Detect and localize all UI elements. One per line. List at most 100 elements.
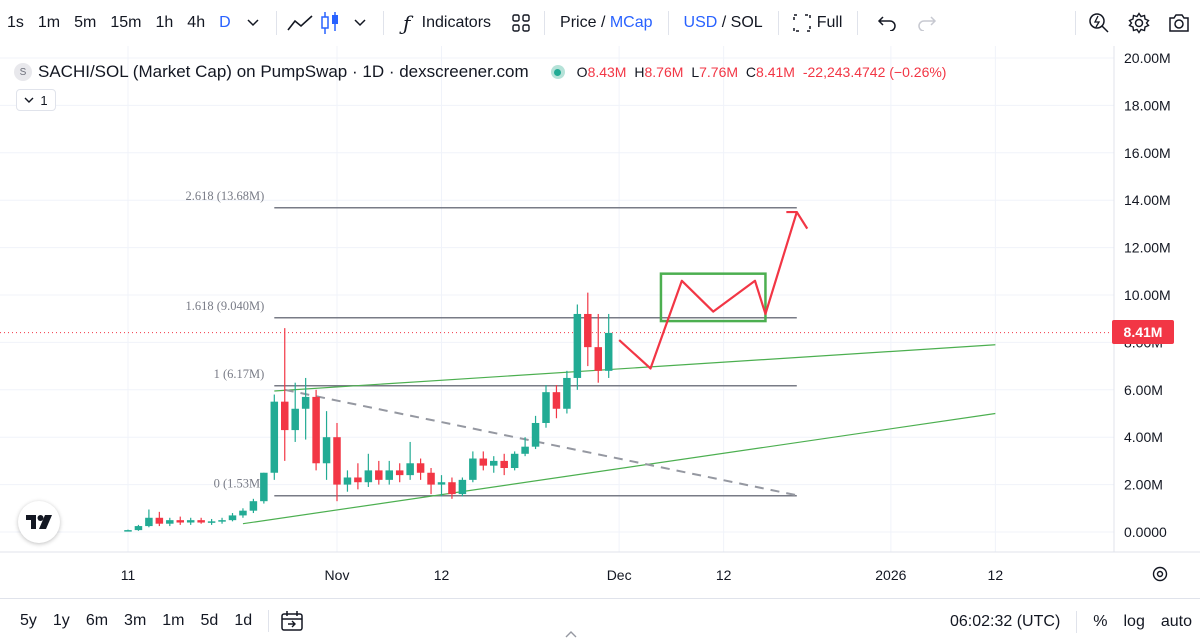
projection-arrowhead[interactable] xyxy=(786,210,809,230)
y-tick-label: 16.00M xyxy=(1124,145,1171,161)
dashed-trendline[interactable] xyxy=(284,388,798,497)
x-tick-label: 12 xyxy=(434,567,450,583)
interval-1s[interactable]: 1s xyxy=(7,14,24,31)
auto-scale-toggle[interactable]: auto xyxy=(1160,612,1192,630)
candle-body xyxy=(291,408,299,431)
high-label: H xyxy=(634,64,645,80)
redo-icon[interactable] xyxy=(912,0,942,46)
toolbar-divider xyxy=(667,11,669,35)
layout-grid-icon[interactable] xyxy=(506,0,536,46)
range-1m[interactable]: 1m xyxy=(162,612,185,629)
projection-drawing[interactable] xyxy=(618,210,809,370)
target-zone-box[interactable] xyxy=(659,272,767,323)
function-icon[interactable]: ƒ xyxy=(402,11,411,35)
expand-panel-chevron-icon[interactable] xyxy=(564,626,578,638)
undo-icon[interactable] xyxy=(872,0,902,46)
price-chart[interactable]: 2.618 (13.68M) 1.618 (9.040M) 1 (6.17M) 0 (… xyxy=(0,46,1200,598)
candle-body xyxy=(134,526,143,531)
utc-clock[interactable]: 06:02:32 (UTC) xyxy=(950,612,1061,630)
range-1y[interactable]: 1y xyxy=(52,612,70,629)
interval-1m[interactable]: 1m xyxy=(37,14,61,31)
range-3m[interactable]: 3m xyxy=(124,612,147,629)
interval-5m[interactable]: 5m xyxy=(74,14,97,31)
candle-body xyxy=(364,470,373,483)
fib-level-label: 0 (1.53M) xyxy=(214,477,265,491)
change-value: -22,243.4742 (−0.26%) xyxy=(802,64,947,80)
top-toolbar: 1s 1m 5m 15m 1h 4h D ƒ Indicators Price / MCap… xyxy=(0,0,1200,46)
projection-path[interactable] xyxy=(618,211,798,370)
candle-body xyxy=(239,510,247,516)
full-button[interactable]: Full xyxy=(816,14,843,31)
candles-icon[interactable] xyxy=(315,0,345,46)
candle-body xyxy=(176,520,184,523)
candle-body xyxy=(479,458,488,466)
collapse-indicators-button[interactable]: 1 xyxy=(16,89,56,111)
candle-body xyxy=(124,530,132,532)
interval-1h[interactable]: 1h xyxy=(155,14,174,31)
toolbar-divider xyxy=(544,11,546,35)
chart-grid xyxy=(0,46,1114,552)
low-label: L xyxy=(691,64,700,80)
slash-separator: / xyxy=(721,14,727,31)
tradingview-logo-icon[interactable] xyxy=(18,501,60,543)
range-6m[interactable]: 6m xyxy=(85,612,109,629)
candle-body xyxy=(312,396,320,464)
interval-group: 1s 1m 5m 15m 1h 4h D xyxy=(0,0,238,46)
candle-body xyxy=(228,515,237,521)
candle-body xyxy=(333,437,341,485)
interval-D[interactable]: D xyxy=(219,14,231,31)
interval-4h[interactable]: 4h xyxy=(187,14,206,31)
indicators-button[interactable]: Indicators xyxy=(421,14,492,31)
y-tick-label: 2.00M xyxy=(1124,477,1163,493)
candle-body xyxy=(542,392,550,423)
quick-search-icon[interactable] xyxy=(1084,0,1114,46)
candle-body xyxy=(584,313,592,348)
ohlc-values: O8.43M H8.76M L7.76M C8.41M -22,243.4742… xyxy=(577,64,947,80)
close-value: 8.41M xyxy=(756,64,795,80)
axis-settings-gear-icon[interactable] xyxy=(1152,566,1168,582)
last-price-tag: 8.41M xyxy=(1112,320,1174,344)
goto-date-icon[interactable] xyxy=(277,598,307,643)
line-chart-icon[interactable] xyxy=(285,0,315,46)
fibonacci-extension[interactable]: 2.618 (13.68M) 1.618 (9.040M) 1 (6.17M) 0 (… xyxy=(185,189,797,497)
candle-body xyxy=(301,396,310,409)
camera-icon[interactable] xyxy=(1164,0,1194,46)
trendline[interactable] xyxy=(242,412,996,525)
sol-label: SOL xyxy=(730,14,763,31)
y-tick-label: 18.00M xyxy=(1124,97,1171,113)
bottom-toolbar: 5y 1y 6m 3m 1m 5d 1d 06:02:32 (UTC) % log auto xyxy=(0,598,1200,643)
fib-level-label: 2.618 (13.68M) xyxy=(185,189,264,203)
chevron-down-icon[interactable] xyxy=(238,0,268,46)
bottom-right-controls: 06:02:32 (UTC) % log auto xyxy=(942,599,1200,643)
candle-body xyxy=(416,463,425,473)
y-tick-label: 0.0000 xyxy=(1124,524,1167,540)
trendlines[interactable] xyxy=(0,332,1114,525)
symbol-logo: S xyxy=(14,63,32,81)
usd-label: USD xyxy=(683,14,718,31)
candle-body xyxy=(375,470,383,480)
fib-level-label: 1 (6.17M) xyxy=(214,367,265,381)
trendline[interactable] xyxy=(274,344,996,392)
range-5y[interactable]: 5y xyxy=(20,612,37,629)
range-group: 5y 1y 6m 3m 1m 5d 1d xyxy=(12,612,260,630)
range-5d[interactable]: 5d xyxy=(200,612,219,629)
currency-toggle[interactable]: USD / SOL xyxy=(677,0,770,46)
toolbar-divider xyxy=(857,11,859,35)
candle-body xyxy=(281,401,289,431)
chevron-down-icon[interactable] xyxy=(345,0,375,46)
symbol-title[interactable]: SACHI/SOL (Market Cap) on PumpSwap · 1D … xyxy=(38,62,529,81)
high-value: 8.76M xyxy=(644,64,684,80)
settings-gear-icon[interactable] xyxy=(1124,0,1154,46)
range-1d[interactable]: 1d xyxy=(234,612,253,629)
toolbar-divider xyxy=(382,11,384,35)
log-scale-toggle[interactable]: log xyxy=(1123,612,1145,630)
fullscreen-icon[interactable] xyxy=(787,0,817,46)
candle-body xyxy=(197,520,205,523)
candle-body xyxy=(207,521,216,523)
candle-body xyxy=(531,422,540,447)
interval-15m[interactable]: 15m xyxy=(110,14,142,31)
percent-scale-toggle[interactable]: % xyxy=(1093,612,1108,630)
price-mcap-toggle[interactable]: Price / MCap xyxy=(553,0,660,46)
candle-body xyxy=(155,517,164,524)
x-tick-label: 12 xyxy=(716,567,732,583)
